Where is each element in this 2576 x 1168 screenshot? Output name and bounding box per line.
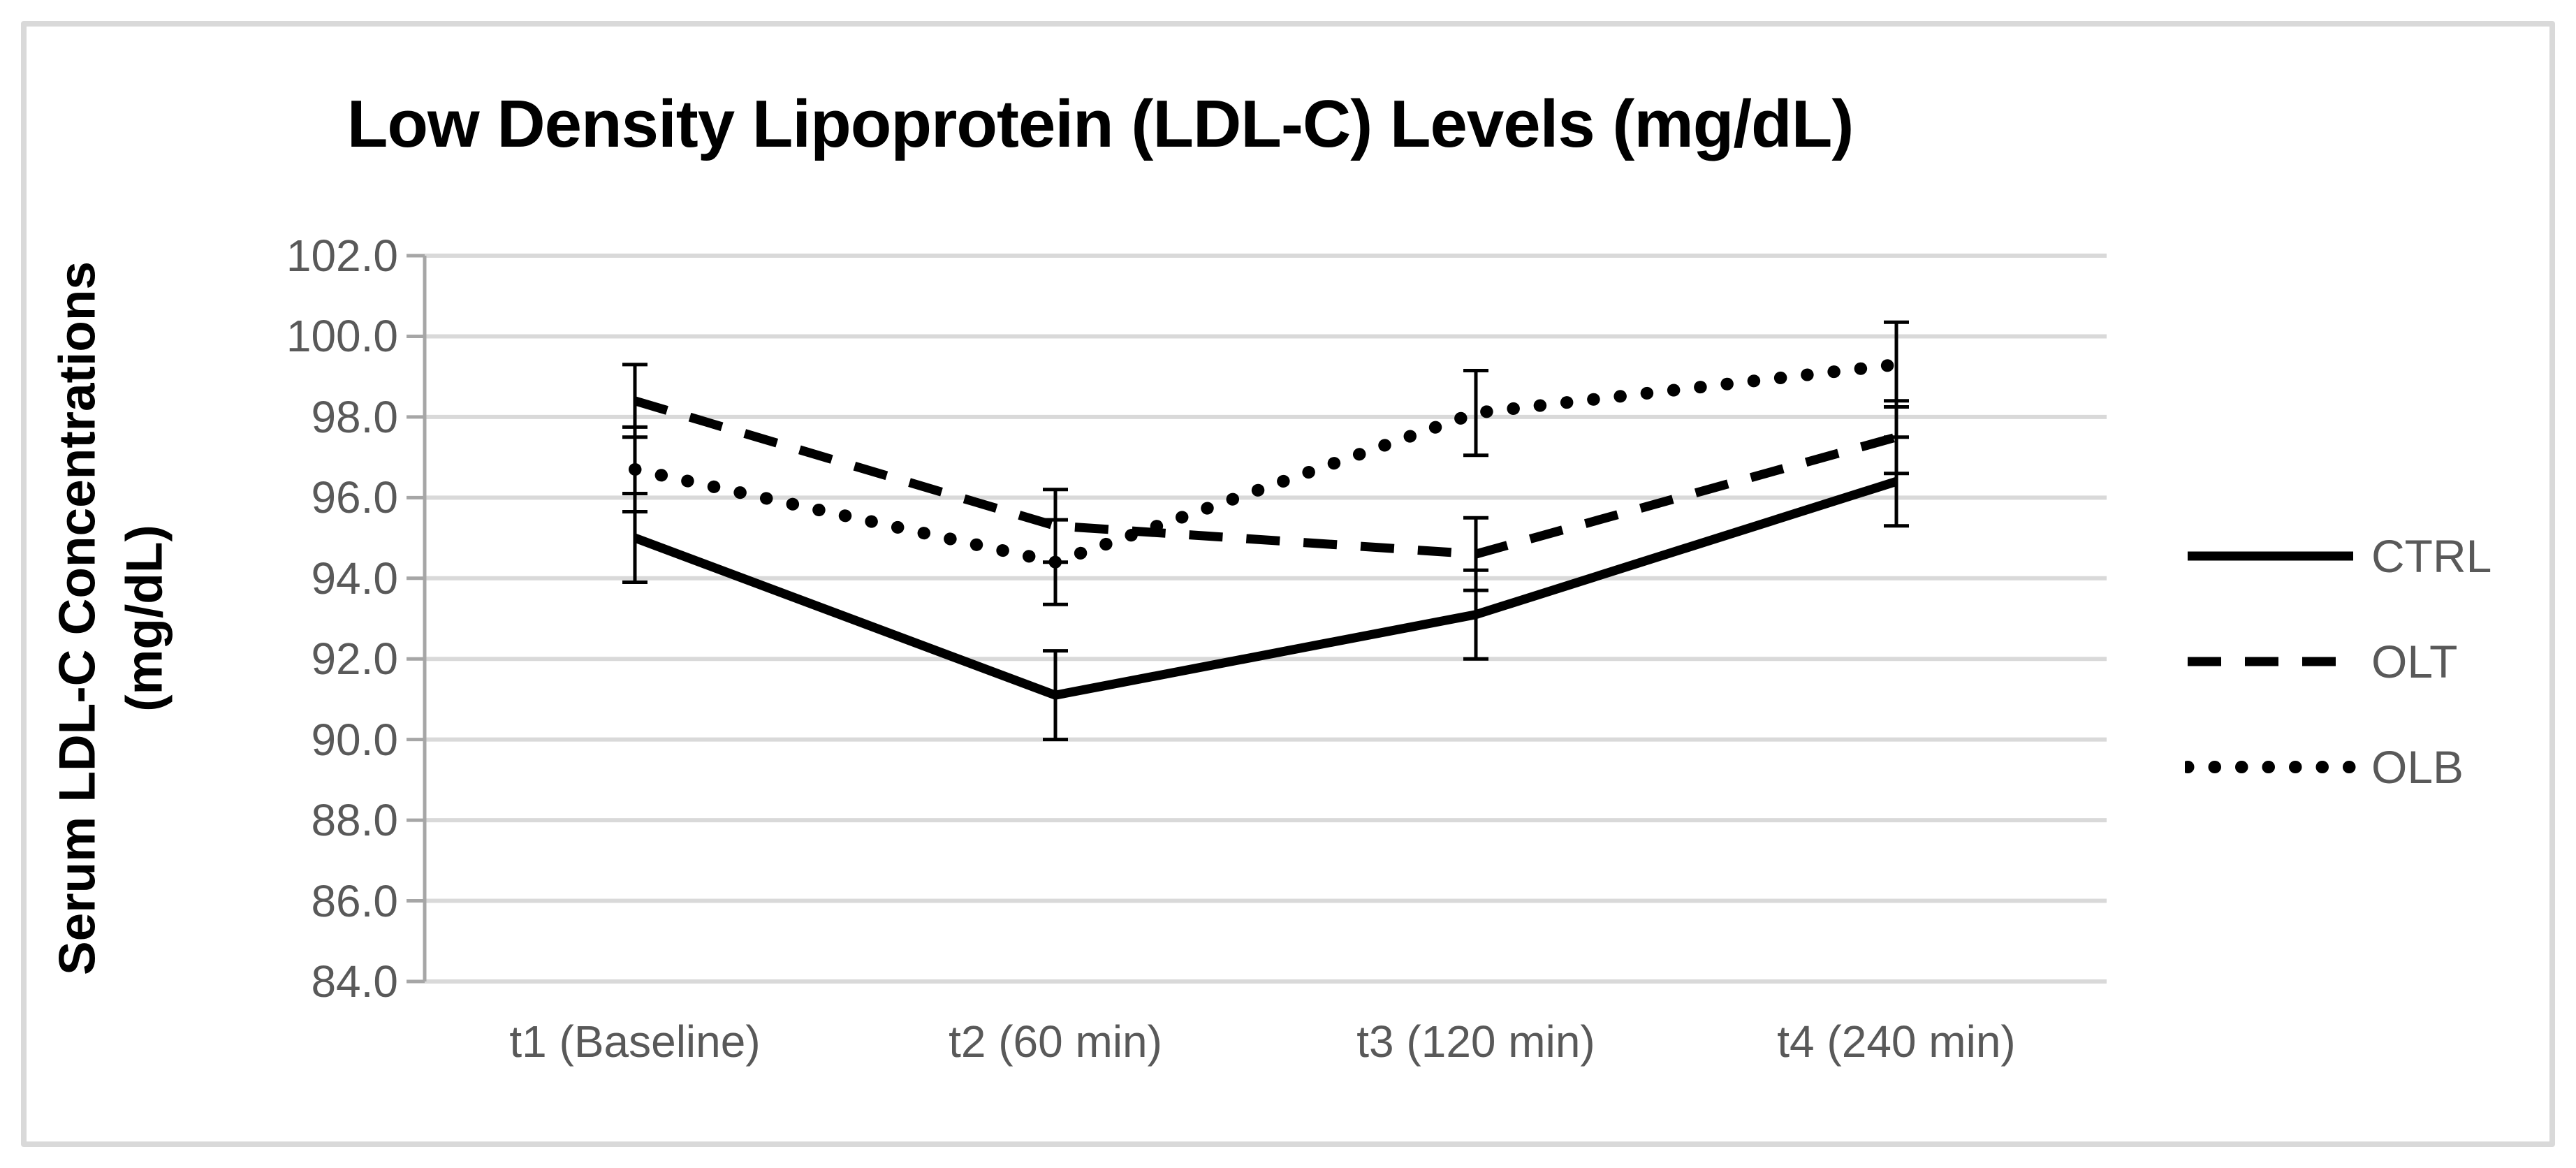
- y-tick-label: 100.0: [286, 311, 398, 362]
- legend-swatch-dotted-line: [2185, 760, 2356, 773]
- legend-item-olb: OLB: [2185, 714, 2562, 819]
- y-tick-label: 94.0: [311, 553, 398, 604]
- y-tick-label: 102.0: [286, 231, 398, 281]
- legend-swatch-dashed-line: [2188, 657, 2353, 666]
- y-tick-label: 84.0: [311, 956, 398, 1007]
- legend-item-ctrl: CTRL: [2185, 503, 2562, 608]
- figure-border: [21, 21, 2555, 1147]
- y-tick-label: 92.0: [311, 634, 398, 685]
- y-tick-label: 86.0: [311, 875, 398, 926]
- legend: CTRL OLT OLB: [2185, 503, 2562, 819]
- y-tick-label: 98.0: [311, 391, 398, 442]
- legend-label-olb: OLB: [2371, 740, 2464, 793]
- legend-item-olt: OLT: [2185, 608, 2562, 714]
- x-category-label: t3 (120 min): [1356, 1016, 1595, 1067]
- y-tick-label: 96.0: [311, 472, 398, 523]
- series-line-olt: [634, 396, 1898, 559]
- chart-title: Low Density Lipoprotein (LDL-C) Levels (…: [346, 87, 1854, 161]
- legend-label-ctrl: CTRL: [2371, 530, 2492, 582]
- y-tick-label: 90.0: [311, 714, 398, 765]
- legend-swatch-solid-line: [2188, 551, 2353, 560]
- series-line-olb: [629, 358, 1903, 569]
- x-category-label: t2 (60 min): [949, 1016, 1162, 1067]
- legend-label-olt: OLT: [2371, 635, 2458, 687]
- series-line-ctrl: [633, 477, 1898, 700]
- x-category-label: t1 (Baseline): [509, 1016, 761, 1067]
- x-category-label: t4 (240 min): [1777, 1016, 2016, 1067]
- y-tick-label: 88.0: [311, 795, 398, 846]
